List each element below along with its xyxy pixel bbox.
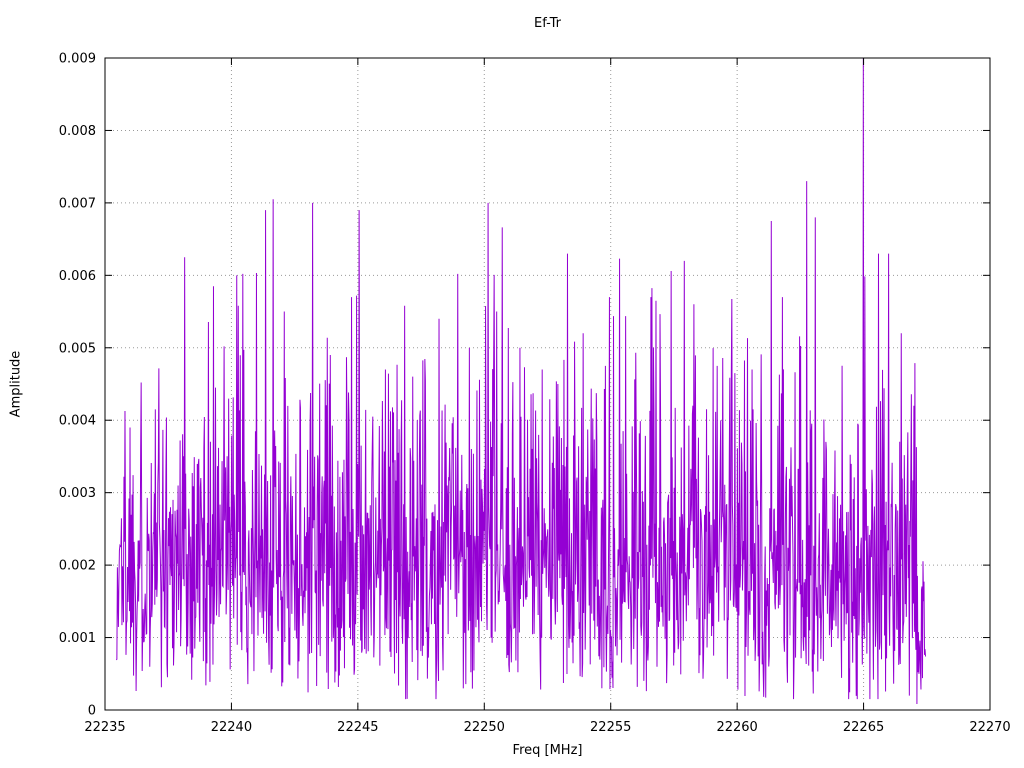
y-tick-label: 0.001 — [59, 631, 96, 646]
x-axis-label: Freq [MHz] — [512, 743, 583, 758]
y-tick-label: 0.007 — [59, 196, 96, 211]
x-tick-label: 22260 — [716, 720, 757, 735]
chart-title: Ef-Tr — [534, 16, 561, 31]
y-tick-label: 0.005 — [59, 341, 96, 356]
x-tick-label: 22235 — [84, 720, 125, 735]
y-tick-label: 0.003 — [59, 486, 96, 501]
x-tick-label: 22265 — [843, 720, 884, 735]
y-tick-label: 0 — [88, 704, 96, 719]
tick-labels: 22235 22240 22245 22250 22255 22260 22265 22270… — [59, 52, 1011, 736]
x-tick-label: 22270 — [969, 720, 1010, 735]
y-tick-label: 0.006 — [59, 269, 96, 284]
x-tick-label: 22240 — [211, 720, 252, 735]
x-tick-label: 22250 — [464, 720, 505, 735]
plot-border — [104, 57, 991, 711]
x-tick-label: 22245 — [337, 720, 378, 735]
x-tick-label: 22255 — [590, 720, 631, 735]
y-tick-label: 0.008 — [59, 124, 96, 139]
y-axis-label: Amplitude — [8, 350, 24, 418]
series-line — [115, 57, 927, 705]
y-tick-label: 0.002 — [59, 559, 96, 574]
series-line-layer — [115, 57, 927, 705]
y-tick-label: 0.009 — [59, 52, 96, 67]
y-tick-label: 0.004 — [59, 414, 96, 429]
